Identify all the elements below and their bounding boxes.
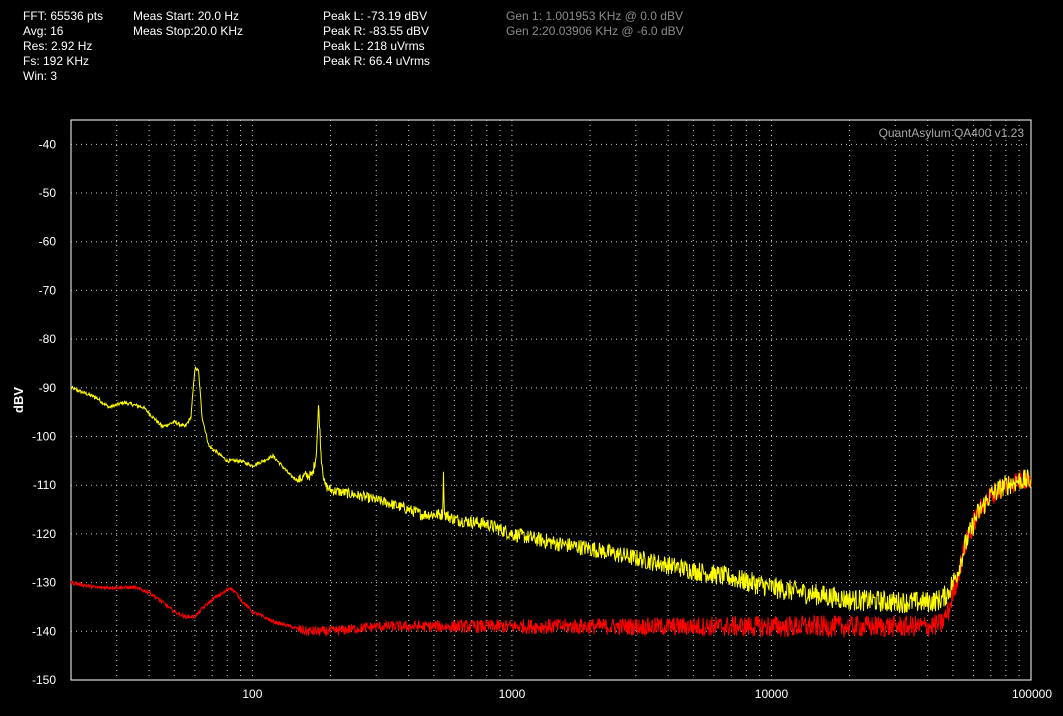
y-tick-label: -40: [39, 137, 57, 151]
plot-frame: [70, 119, 1032, 681]
y-tick-label: -120: [32, 527, 56, 541]
y-tick-label: -140: [32, 624, 56, 638]
y-tick-label: -80: [39, 332, 57, 346]
sample-rate: Fs: 192 KHz: [23, 54, 90, 68]
x-tick-label: 100000: [1012, 687, 1052, 701]
x-tick-label: 1000: [499, 687, 526, 701]
x-tick-label: 100: [242, 687, 262, 701]
x-tick-label: 10000: [755, 687, 789, 701]
window-type: Win: 3: [23, 69, 58, 83]
y-tick-label: -60: [39, 235, 57, 249]
generator-2: Gen 2:20.03906 KHz @ -6.0 dBV: [506, 24, 684, 38]
meas-stop: Meas Stop:20.0 KHz: [133, 24, 244, 38]
watermark: QuantAsylum QA400 v1.23: [879, 126, 1025, 140]
resolution: Res: 2.92 Hz: [23, 39, 93, 53]
y-tick-label: -90: [39, 381, 57, 395]
traces: [70, 366, 1032, 638]
y-tick-label: -150: [32, 673, 56, 687]
generator-1: Gen 1: 1.001953 KHz @ 0.0 dBV: [506, 9, 683, 23]
peak-right-dbv: Peak R: -83.55 dBV: [323, 24, 430, 38]
y-axis-label: dBV: [11, 387, 26, 413]
y-tick-label: -70: [39, 283, 57, 297]
measurement-info: FFT: 65536 pts Avg: 16 Res: 2.92 Hz Fs: …: [23, 9, 103, 84]
peak-readout: Peak L: -73.19 dBV Peak R: -83.55 dBV Pe…: [323, 9, 430, 69]
peak-right-rms: Peak R: 66.4 uVrms: [323, 54, 430, 68]
measurement-range: Meas Start: 20.0 Hz Meas Stop:20.0 KHz: [133, 9, 243, 39]
x-tick-labels: 100 1000 10000 100000: [242, 687, 1052, 701]
y-tick-label: -50: [39, 186, 57, 200]
peak-left-rms: Peak L: 218 uVrms: [323, 39, 425, 53]
trace-right-channel: [70, 469, 1032, 638]
y-tick-label: -110: [33, 478, 56, 492]
meas-start: Meas Start: 20.0 Hz: [133, 9, 240, 23]
y-tick-label: -130: [32, 576, 56, 590]
grid: [71, 120, 1031, 680]
peak-left-dbv: Peak L: -73.19 dBV: [323, 9, 428, 23]
generator-readout: Gen 1: 1.001953 KHz @ 0.0 dBV Gen 2:20.0…: [506, 9, 684, 39]
fft-size: FFT: 65536 pts: [23, 9, 104, 23]
y-tick-labels: -40 -50 -60 -70 -80 -90 -100 -110 -120 -130 -140 -1…: [32, 137, 56, 687]
y-tick-label: -100: [32, 430, 56, 444]
trace-left-channel: [70, 366, 1032, 614]
average-count: Avg: 16: [23, 24, 64, 38]
